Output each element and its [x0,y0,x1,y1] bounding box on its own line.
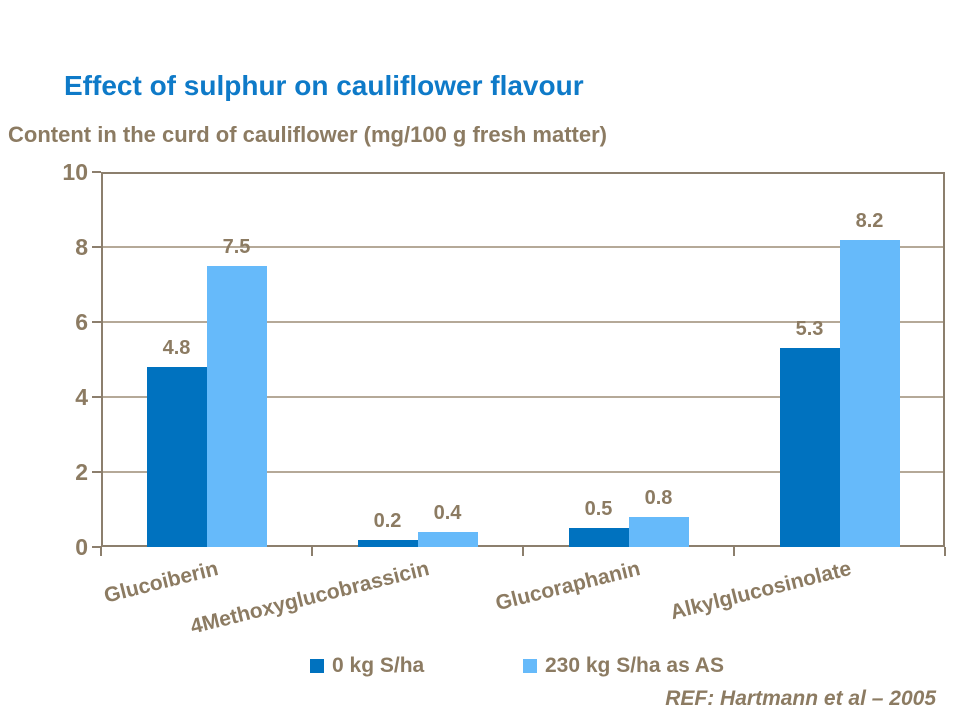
y-axis-label: 8 [75,234,88,260]
gridline-y-2 [103,471,943,473]
y-axis-label: 4 [75,384,88,410]
x-axis-tick [100,547,102,556]
y-axis-tick [92,396,101,398]
bar-value-label: 0.4 [433,502,462,524]
bar-value-label: 4.8 [162,337,191,359]
y-axis-label: 2 [75,459,88,485]
slide-title: Effect of sulphur on cauliflower flavour [64,70,584,101]
bar-value-label: 0.5 [584,498,613,521]
legend-label: 0 kg S/ha [332,654,425,677]
plot-area-border [101,172,945,547]
bar-value-label: 7.5 [222,235,251,258]
bar-value-label: 0.2 [373,509,402,532]
bar-series2-2 [628,517,689,547]
legend-swatch-light-blue [523,659,537,673]
x-axis-tick [522,547,524,556]
y-axis-tick [92,321,101,323]
x-axis-tick [733,547,735,556]
gridline-y-8 [103,246,943,248]
bar-value-label: 5.3 [795,318,824,341]
y-axis-label: 10 [62,159,88,185]
y-axis-label: 6 [75,309,88,335]
bar-series2-0 [206,265,267,547]
y-axis-tick [92,171,101,173]
reference-text: REF: Hartmann et al – 2005 [665,687,936,710]
y-axis-tick [92,546,101,548]
bar-series2-1 [417,532,478,547]
bar-series1-1 [357,539,418,547]
y-axis-tick [92,246,101,248]
bar-value-label: 0.8 [644,487,673,509]
gridline-y-4 [103,396,943,398]
legend-item-230kg: 230 kg S/ha as AS [523,654,724,677]
y-axis-tick [92,471,101,473]
bar-series1-3 [779,348,840,547]
bar-series2-3 [839,239,900,547]
x-axis-tick [944,547,946,556]
legend-swatch-dark-blue [310,659,324,673]
bar-series1-0 [146,367,207,547]
legend-label: 230 kg S/ha as AS [545,654,724,677]
gridline-y-6 [103,321,943,323]
x-axis-tick [311,547,313,556]
bar-value-label: 8.2 [855,209,884,232]
bar-series1-2 [568,528,629,547]
legend-item-0kg: 0 kg S/ha [310,654,425,677]
chart-subtitle: Content in the curd of cauliflower (mg/1… [8,122,607,147]
y-axis-label: 0 [75,534,88,560]
